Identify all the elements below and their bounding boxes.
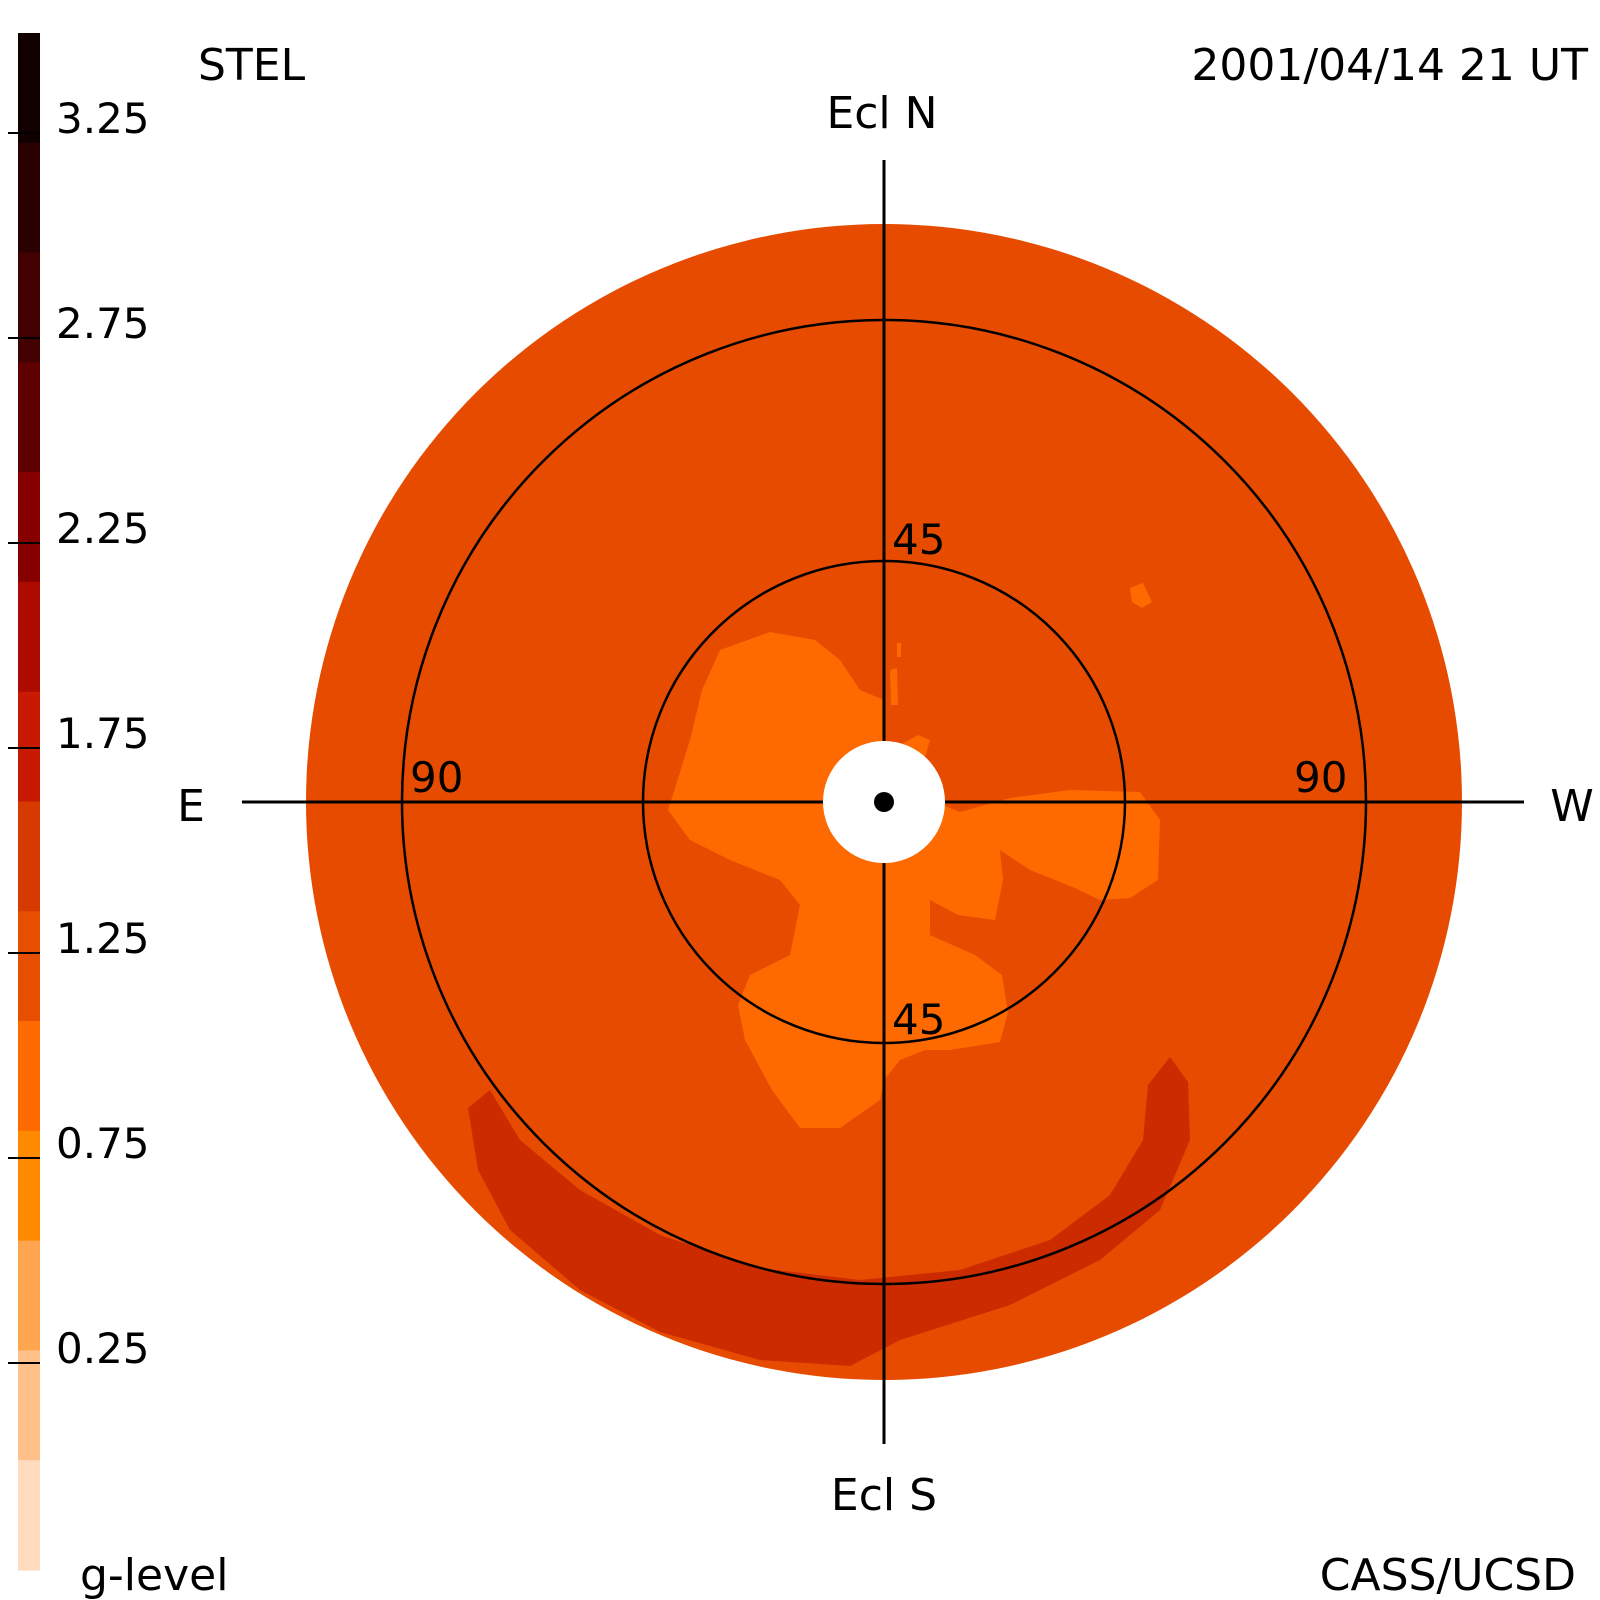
instrument-label: STEL [198,40,306,91]
outer-ring-label-right: 90 [1294,753,1347,802]
colorbar-tick-label: 0.25 [56,1324,150,1373]
colorbar-segment [18,142,40,254]
colorbar-segment [18,801,40,912]
north-label: Ecl N [826,88,937,139]
low-level-blob [1130,583,1152,608]
outer-ring-label-left: 90 [410,753,463,802]
colorbar-segment [18,1350,40,1461]
colorbar-segment [18,362,40,473]
colorbar-segments [18,33,40,1571]
colorbar-tick-label: 2.25 [56,504,150,553]
colorbar-segment [18,33,40,144]
colorbar-segment [18,1021,40,1132]
colorbar-segment [18,1130,40,1242]
colorbar-segment [18,911,40,1022]
colorbar: 3.25 2.75 2.25 1.75 1.25 0.75 0.25 [8,33,150,1571]
colorbar-segment [18,1460,40,1571]
colorbar-tick-label: 0.75 [56,1119,150,1168]
sky-map: Ecl N Ecl S E W 45 45 90 90 [177,88,1594,1521]
timestamp-label: 2001/04/14 21 UT [1191,40,1588,91]
colorbar-segment [18,472,40,583]
low-level-blob [897,643,901,657]
colorbar-tick-label: 1.75 [56,709,150,758]
low-level-blob [890,668,898,705]
sun-center-dot [874,792,894,812]
high-level-arc [468,1057,1190,1366]
west-label: W [1550,781,1594,832]
colorbar-segment [18,1240,40,1352]
colorbar-title: g-level [80,1550,228,1600]
low-level-region [668,632,1160,1128]
east-label: E [177,781,205,832]
colorbar-segment [18,252,40,363]
inner-ring-label-bottom: 45 [892,995,945,1044]
south-label: Ecl S [831,1470,937,1521]
colorbar-tick-label: 3.25 [56,94,150,143]
colorbar-tick-marks [8,132,40,1364]
colorbar-tick-label: 2.75 [56,299,150,348]
colorbar-segment [18,581,40,693]
colorbar-tick-label: 1.25 [56,914,150,963]
colorbar-segment [18,691,40,803]
credit-label: CASS/UCSD [1320,1550,1576,1600]
inner-ring-label-top: 45 [892,515,945,564]
